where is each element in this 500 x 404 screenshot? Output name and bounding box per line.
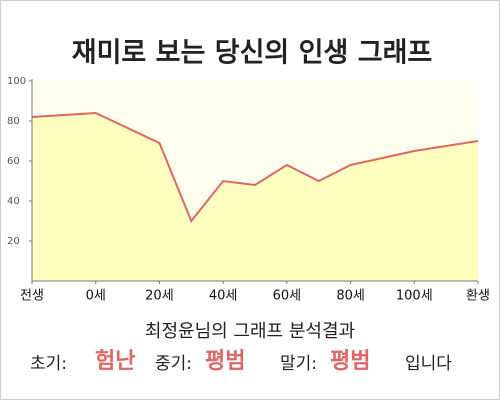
x-tick-label: 20세 [145, 289, 174, 304]
phase-label: 초기: [30, 354, 67, 374]
x-tick-label: 전생 [20, 289, 44, 304]
phase-result: 평범 [330, 349, 370, 374]
chart-title: 재미로 보는 당신의 인생 그래프 [72, 38, 433, 69]
x-tick-label: 40세 [209, 289, 238, 304]
y-tick-label: 80 [7, 116, 20, 127]
analysis-heading: 최정윤님의 그래프 분석결과 [145, 321, 355, 342]
x-tick-label: 60세 [273, 289, 302, 304]
phase-result: 험난 [95, 348, 135, 374]
line [31, 111, 479, 223]
y-tick-label: 60 [7, 156, 20, 167]
ending: 입니다 [405, 354, 452, 374]
y-tick-label: 100 [7, 76, 26, 87]
phase-result: 평범 [205, 349, 245, 374]
x-tick-label: 100세 [396, 289, 433, 304]
x-tick-label: 80세 [336, 289, 365, 304]
x-tick-label: 0세 [86, 289, 106, 304]
area [32, 113, 478, 281]
phase-label: 중기: [155, 354, 192, 374]
x-tick-label: 환생 [466, 289, 490, 304]
phase-label: 말기: [280, 354, 317, 374]
y-tick-label: 40 [7, 196, 20, 207]
y-tick-label: 20 [7, 236, 20, 247]
